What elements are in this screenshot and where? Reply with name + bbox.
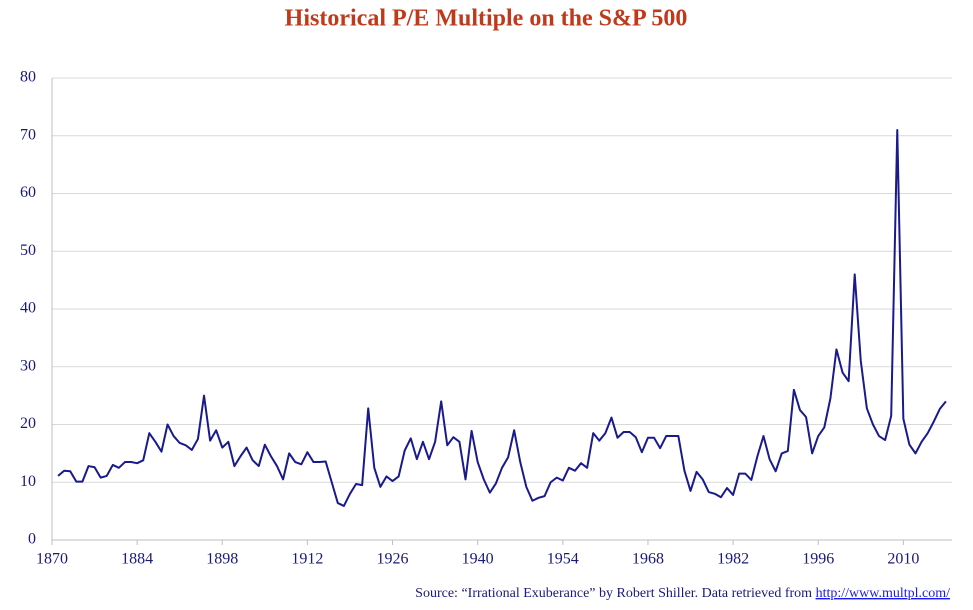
x-tick-label: 2010 bbox=[887, 551, 919, 568]
y-tick-label: 50 bbox=[20, 242, 36, 259]
x-tick-label: 1940 bbox=[462, 551, 494, 568]
y-tick-label: 10 bbox=[20, 473, 36, 490]
x-tick-label: 1996 bbox=[802, 551, 834, 568]
chart-title: Historical P/E Multiple on the S&P 500 bbox=[285, 6, 688, 32]
y-tick-label: 40 bbox=[20, 300, 36, 317]
x-tick-label: 1870 bbox=[36, 551, 68, 568]
x-tick-label: 1968 bbox=[632, 551, 664, 568]
y-tick-label: 70 bbox=[20, 126, 36, 143]
x-tick-label: 1954 bbox=[547, 551, 579, 568]
x-tick-label: 1926 bbox=[377, 551, 409, 568]
pe-line bbox=[57, 128, 947, 507]
y-tick-label: 80 bbox=[20, 69, 36, 86]
y-tick-label: 30 bbox=[20, 357, 36, 374]
source: Source: “Irrational Exuberance” by Rober… bbox=[415, 586, 950, 601]
x-tick-label: 1884 bbox=[121, 551, 153, 568]
x-tick-label: 1898 bbox=[206, 551, 238, 568]
y-tick-label: 20 bbox=[20, 415, 36, 432]
y-tick-label: 60 bbox=[20, 184, 36, 201]
y-tick-label: 0 bbox=[28, 531, 36, 548]
x-tick-label: 1912 bbox=[291, 551, 323, 568]
source-text: Source: “Irrational Exuberance” by Rober… bbox=[415, 586, 815, 601]
x-tick-label: 1982 bbox=[717, 551, 749, 568]
source-link[interactable]: http://www.multpl.com/ bbox=[816, 586, 951, 601]
